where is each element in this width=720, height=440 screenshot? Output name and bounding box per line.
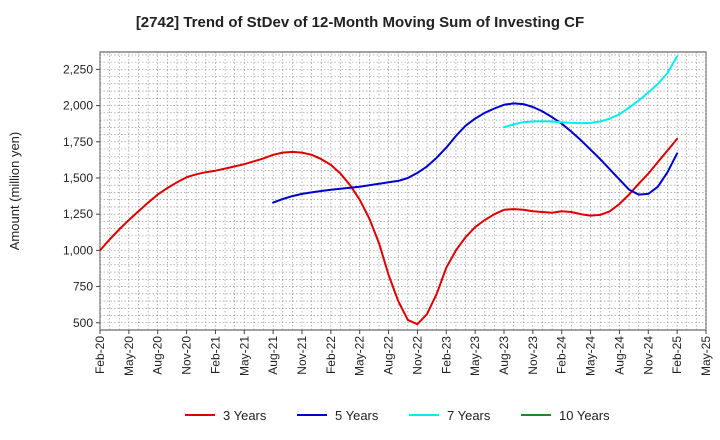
plot-area (99, 51, 707, 331)
x-tick-label: Aug-24 (612, 336, 626, 375)
x-tick-label: Nov-24 (641, 336, 655, 375)
x-tick-label: Nov-23 (526, 336, 540, 375)
series-line-5-years (272, 102, 679, 204)
x-tick-label: May-23 (468, 336, 482, 376)
y-tick-label: 1,500 (63, 171, 93, 185)
y-axis-title: Amount (million yen) (7, 132, 22, 251)
x-tick-label: Feb-21 (208, 336, 222, 374)
y-tick-label: 1,000 (63, 243, 93, 257)
y-tick-label: 2,250 (63, 62, 93, 76)
x-tick-label: Nov-22 (410, 336, 424, 375)
x-tick-label: Nov-21 (295, 336, 309, 375)
x-tick-label: Aug-23 (497, 336, 511, 375)
x-tick-label: Feb-22 (324, 336, 338, 374)
x-tick-label: May-22 (353, 336, 367, 376)
series-line-3-years (99, 137, 679, 326)
series-line-7-years (503, 55, 679, 129)
y-tick-label: 2,000 (63, 99, 93, 113)
y-axis: 500 750 1,000 1,250 1,500 1,750 2,000 2,250 (63, 62, 100, 330)
x-tick-label: Feb-24 (555, 336, 569, 374)
x-tick-label: Feb-25 (670, 336, 684, 374)
chart-title: [2742] Trend of StDev of 12-Month Moving… (135, 14, 585, 31)
x-axis: Feb-20 May-20 Aug-20 Nov-20 Feb-21 May-21 Aug-… (93, 330, 713, 376)
legend-label-10-years: 10 Years (559, 408, 610, 423)
x-tick-label: Aug-21 (266, 336, 280, 375)
x-tick-label: Feb-23 (439, 336, 453, 374)
x-tick-label: May-21 (237, 336, 251, 376)
x-tick-label: May-25 (699, 336, 713, 376)
legend-label-7-years: 7 Years (447, 408, 491, 423)
x-tick-label: May-20 (122, 336, 136, 376)
x-tick-label: Aug-22 (382, 336, 396, 375)
x-tick-label: Nov-20 (180, 336, 194, 375)
series-group (99, 55, 679, 326)
x-tick-label: Feb-20 (93, 336, 107, 374)
y-tick-label: 1,250 (63, 207, 93, 221)
legend: 3 Years 5 Years 7 Years 10 Years (185, 408, 610, 423)
legend-label-3-years: 3 Years (223, 408, 267, 423)
y-tick-label: 1,750 (63, 135, 93, 149)
y-tick-label: 500 (73, 316, 93, 330)
x-tick-label: Aug-20 (151, 336, 165, 375)
y-tick-label: 750 (73, 280, 93, 294)
grid (99, 52, 707, 330)
legend-label-5-years: 5 Years (335, 408, 379, 423)
x-tick-label: May-24 (584, 336, 598, 376)
